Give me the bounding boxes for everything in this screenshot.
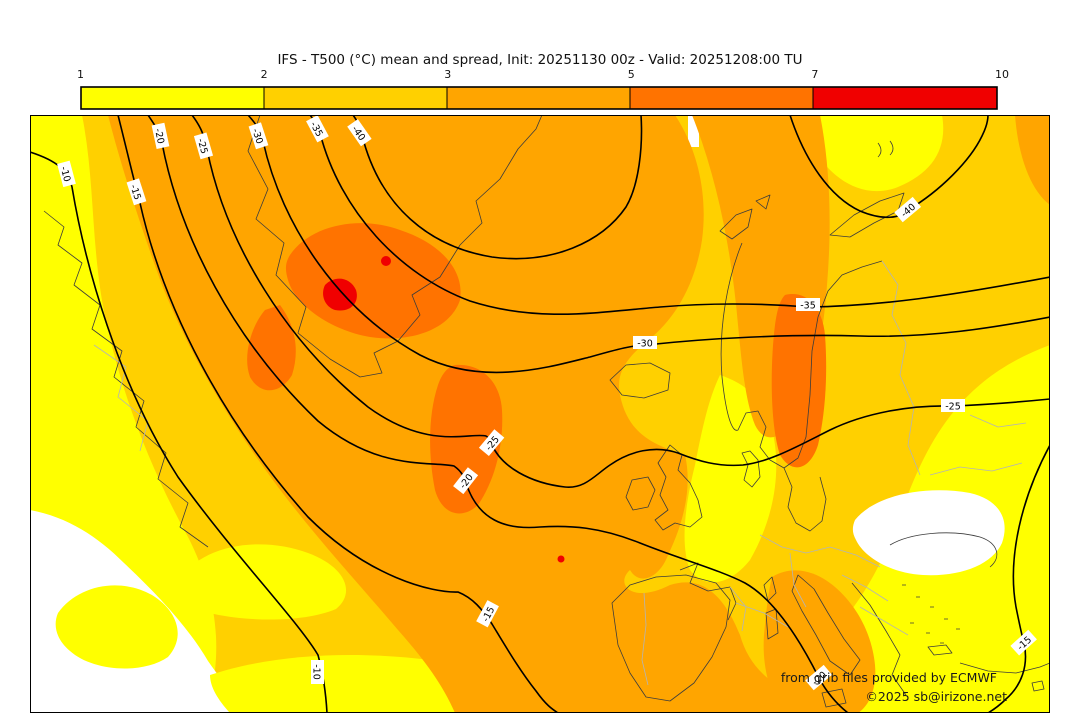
svg-text:-25: -25 <box>195 137 210 155</box>
contour-label: -35 <box>796 298 820 312</box>
east-europe-borders <box>829 546 909 636</box>
italy-coast <box>791 574 861 708</box>
svg-text:-30: -30 <box>637 339 653 350</box>
contour-label: -15 <box>126 178 147 206</box>
country-borders <box>93 260 1027 686</box>
map-frame <box>30 115 1050 713</box>
coastlines <box>43 115 1050 708</box>
attribution-source: from grib files provided by ECMWF <box>781 670 997 685</box>
t500-spread-map: -10 -15 -20 -25 -30 -35 -40 -40 -35 -30 … <box>30 115 1050 713</box>
contour-label: -30 <box>248 122 269 150</box>
novaya-zemlya-coast <box>829 192 905 238</box>
iberia-coast <box>611 574 731 702</box>
contour-label: -25 <box>941 399 965 413</box>
colorbar-gradient <box>80 86 998 110</box>
colorbar-segment-2-3 <box>264 87 447 109</box>
corsica-sardinia-coast <box>763 576 779 640</box>
svalbard-coast <box>719 194 771 240</box>
colorbar-tick: 3 <box>444 68 452 81</box>
contour-minus-30 <box>247 115 1050 374</box>
colorbar-tick: 10 <box>995 68 1009 81</box>
central-europe-borders <box>759 534 831 608</box>
arctic-island-coast <box>877 140 894 158</box>
colorbar-segment-5-7 <box>630 87 813 109</box>
svg-text:-10: -10 <box>58 165 73 183</box>
colorbar-segment-1-2 <box>81 87 264 109</box>
colorbar-segment-7-10 <box>813 87 997 109</box>
canada-borders <box>93 344 149 452</box>
contour-label: -10 <box>57 160 76 188</box>
attribution-copyright: ©2025 sb@irizone.net <box>865 689 1007 704</box>
contour-label: -20 <box>151 122 170 149</box>
ireland-coast <box>625 476 656 511</box>
page-title: IFS - T500 (°C) mean and spread, Init: 2… <box>277 52 803 68</box>
baltic-coast <box>783 467 827 532</box>
balkans-coast <box>851 582 907 696</box>
fill-spread-1-2-islands <box>55 544 475 713</box>
iceland-coast <box>609 362 671 399</box>
colorbar-separators <box>263 87 814 109</box>
colorbar-tick: 7 <box>811 68 819 81</box>
svg-text:-10: -10 <box>311 664 322 680</box>
colorbar-tick: 5 <box>627 68 635 81</box>
svg-text:-35: -35 <box>800 301 816 312</box>
greenland-coast <box>247 115 543 378</box>
contour-label: -10 <box>311 660 324 684</box>
crete-coast <box>927 644 953 656</box>
ukraine-borders <box>929 414 1027 476</box>
colorbar-segment-3-5 <box>447 87 630 109</box>
fill-spread-5-7 <box>247 223 827 514</box>
map-area: -10 -15 -20 -25 -30 -35 -40 -40 -35 -30 … <box>30 115 1050 713</box>
contour-minus-10 <box>30 151 328 713</box>
contour-minus-20 <box>147 115 849 713</box>
colorbar-tick: 2 <box>260 68 268 81</box>
turkey-coast <box>959 662 1050 692</box>
colorbar-tick: 1 <box>77 68 84 81</box>
russia-borders <box>881 260 921 476</box>
contour-label: -30 <box>633 336 657 350</box>
contour-minus-15 <box>117 115 559 713</box>
france-borders <box>729 586 789 632</box>
colorbar-frame <box>80 86 998 110</box>
scandinavia-coast <box>720 242 883 469</box>
contour-minus-35 <box>309 115 1050 315</box>
black-sea-coast <box>889 532 998 568</box>
fill-spread-7-10 <box>323 256 565 563</box>
denmark-coast <box>741 450 761 488</box>
contour-label: -25 <box>193 132 214 160</box>
svg-text:-20: -20 <box>152 127 166 144</box>
svg-text:-30: -30 <box>249 127 264 145</box>
svg-text:-25: -25 <box>945 402 961 413</box>
portugal-spain-border <box>641 592 649 686</box>
contour-lines <box>30 115 1050 713</box>
svg-text:-15: -15 <box>127 183 142 201</box>
aegean-islands <box>902 584 960 644</box>
great-britain-coast <box>654 444 703 531</box>
colorbar: 1 2 3 5 7 10 <box>77 68 1009 112</box>
canada-coast <box>43 210 209 548</box>
contour-minus-25 <box>191 115 1050 488</box>
